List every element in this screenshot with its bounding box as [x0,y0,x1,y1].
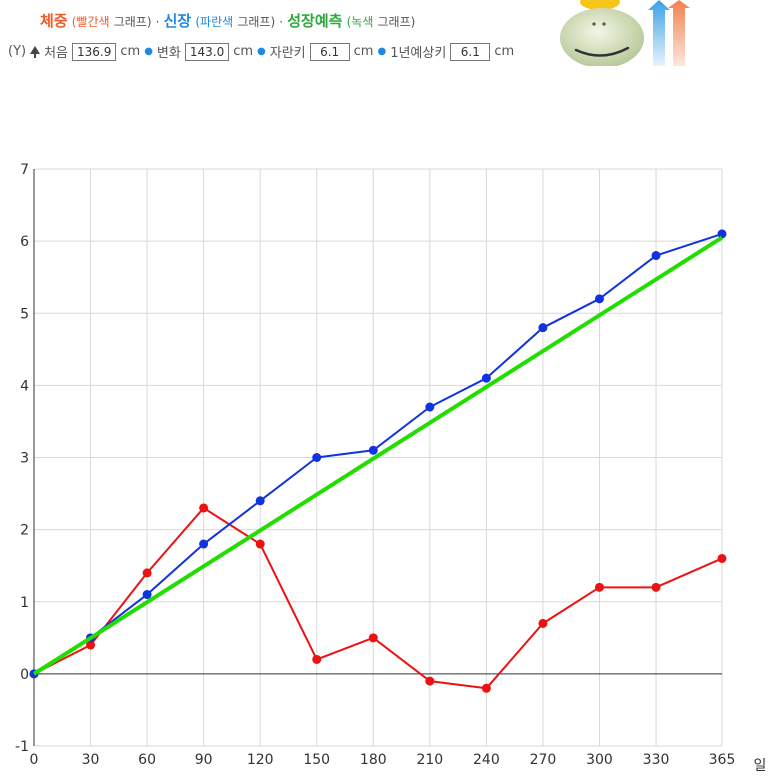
change-value: 143.0 [184,42,230,61]
separator: · [155,15,160,29]
tree-icon [30,45,41,58]
weight-data-point [538,618,548,628]
growth-sub: (녹색 [346,15,374,29]
y-tick-label: 0 [20,667,29,683]
x-tick-label: 240 [473,752,500,768]
y-tick-label: 7 [20,162,29,178]
weight-data-point [368,633,378,643]
weight-data-point [717,553,727,563]
weight-data-point [651,582,661,592]
weight-data-point [481,683,491,693]
weight-data-point [86,640,96,650]
growth-sub2: 그래프) [377,15,416,29]
x-tick-label: 180 [360,752,387,768]
height-data-point [481,373,491,383]
weight-data-point [594,582,604,592]
grown-value: 6.1 [309,42,350,61]
weight-sub: (빨간색 [71,15,110,29]
height-data-point [717,229,727,239]
height-data-point [651,251,661,261]
weight-series-line [33,506,723,690]
grown-label: 자란키 [269,46,306,61]
height-data-point [142,590,152,600]
y-tick-label: 5 [20,306,29,322]
y-tick-label: -1 [15,739,29,755]
unit: cm [494,44,515,59]
y-tick-label: 2 [20,523,29,539]
weight-data-point [255,539,265,549]
x-tick-label: 30 [82,752,100,768]
x-tick-label: 90 [195,752,213,768]
y-tick-label: 3 [20,451,29,467]
weight-data-point [199,503,209,513]
y-tick-label: 1 [20,595,29,611]
mascot-icon [560,0,690,66]
x-tick-label: 365 [709,752,736,768]
y-tick-label: 6 [20,234,29,250]
x-tick-label: 300 [586,752,613,768]
height-summary: (Y) 처음 136.9 cm ● 변화 143.0 cm ● 자란키 6.1 … [8,42,514,61]
yearly-value: 6.1 [450,42,491,61]
height-sub2: 그래프) [237,15,276,29]
start-label: 처음 [44,46,69,61]
x-tick-label: 330 [643,752,670,768]
height-data-point [538,323,548,333]
unit: cm [233,44,254,59]
x-tick-label: 0 [30,752,39,768]
height-title: 신장 [163,12,192,30]
bullet-icon: ● [144,46,153,57]
x-tick-label: 60 [138,752,156,768]
x-tick-label: 270 [530,752,557,768]
separator: · [279,15,284,29]
unit: cm [353,44,374,59]
weight-data-point [142,568,152,578]
y-label: (Y) [8,44,27,59]
yearly-label: 1년예상키 [390,46,447,61]
x-tick-label: 210 [416,752,443,768]
x-axis-label: 일 [754,758,767,774]
y-tick-label: 4 [20,378,29,394]
chart-legend-title: 체중 (빨간색 그래프) · 신장 (파란색 그래프) · 성장예측 (녹색 그… [40,10,415,31]
height-data-point [255,496,265,506]
weight-sub2: 그래프) [113,15,152,29]
x-tick-label: 150 [303,752,330,768]
height-data-point [425,402,435,412]
weight-data-point [425,676,435,686]
weight-title: 체중 [40,12,68,30]
height-data-point [199,539,209,549]
height-data-point [368,445,378,455]
change-label: 변화 [156,46,181,61]
bullet-icon: ● [377,46,387,57]
unit: cm [120,44,141,59]
start-value: 136.9 [72,42,117,61]
x-tick-label: 120 [247,752,274,768]
height-data-point [594,294,604,304]
growth-series-line [32,235,724,676]
weight-data-point [312,654,322,664]
height-data-point [312,453,322,462]
bullet-icon: ● [257,46,266,57]
height-sub: (파란색 [195,15,234,29]
growth-title: 성장예측 [287,12,343,30]
